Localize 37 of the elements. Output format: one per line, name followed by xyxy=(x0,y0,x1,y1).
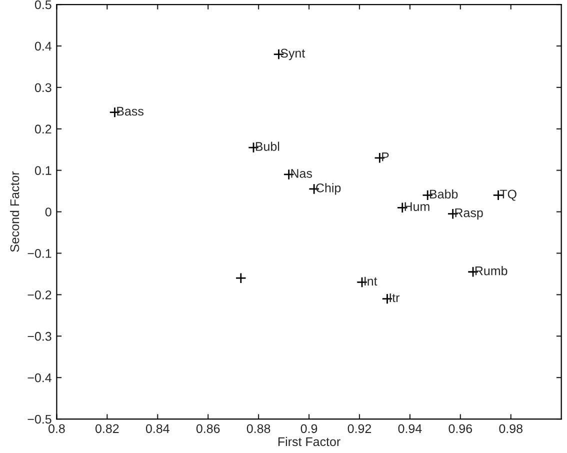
annotation: TQ xyxy=(500,190,516,201)
annotation: Hum xyxy=(404,202,430,211)
annotation: Synt xyxy=(280,48,306,60)
y-tick-label: 0.5 xyxy=(34,0,52,10)
annotation: Itr xyxy=(390,293,400,302)
x-tick-label: 0.8 xyxy=(48,424,65,434)
y-tick-label: 0 xyxy=(45,208,52,216)
annotation: Chip xyxy=(316,183,341,195)
point xyxy=(235,272,246,284)
annotation: Nas xyxy=(291,169,312,178)
y-tick-label: −0.1 xyxy=(28,249,52,258)
annotation: Bubl xyxy=(256,142,280,151)
x-tick-label: 0.84 xyxy=(146,424,170,434)
y-tick-label: 0.4 xyxy=(34,42,52,51)
y-tick-label: −0.2 xyxy=(28,290,52,300)
y-tick-label: 0.2 xyxy=(34,124,52,134)
annotation: Rasp xyxy=(455,208,483,220)
annotation: Rumb xyxy=(475,266,508,276)
x-tick-label: 0.86 xyxy=(196,424,220,434)
x-tick-label: 0.92 xyxy=(348,424,372,434)
x-tick-label: 0.94 xyxy=(398,424,422,434)
x-tick-label: 0.82 xyxy=(95,424,119,434)
x-tick-label: 0.96 xyxy=(448,424,472,434)
annotation: P xyxy=(382,152,389,162)
y-tick-label: −0.4 xyxy=(28,373,52,382)
y-tick-label: 0.1 xyxy=(34,166,52,175)
x-tick-label: 0.88 xyxy=(246,424,270,434)
y-tick-label: −0.5 xyxy=(28,414,52,424)
x-tick-label: 0.98 xyxy=(499,424,522,434)
annotation: Bass xyxy=(117,106,144,116)
annotation: Int xyxy=(364,276,378,286)
x-tick-label: 0.9 xyxy=(300,424,318,434)
y-tick-label: −0.3 xyxy=(28,332,52,341)
x-axis-title: First Factor xyxy=(278,436,340,446)
annotation: Babb xyxy=(430,189,458,199)
y-axis-title: Second Factor xyxy=(10,171,20,252)
y-tick-label: 0.3 xyxy=(34,83,52,92)
